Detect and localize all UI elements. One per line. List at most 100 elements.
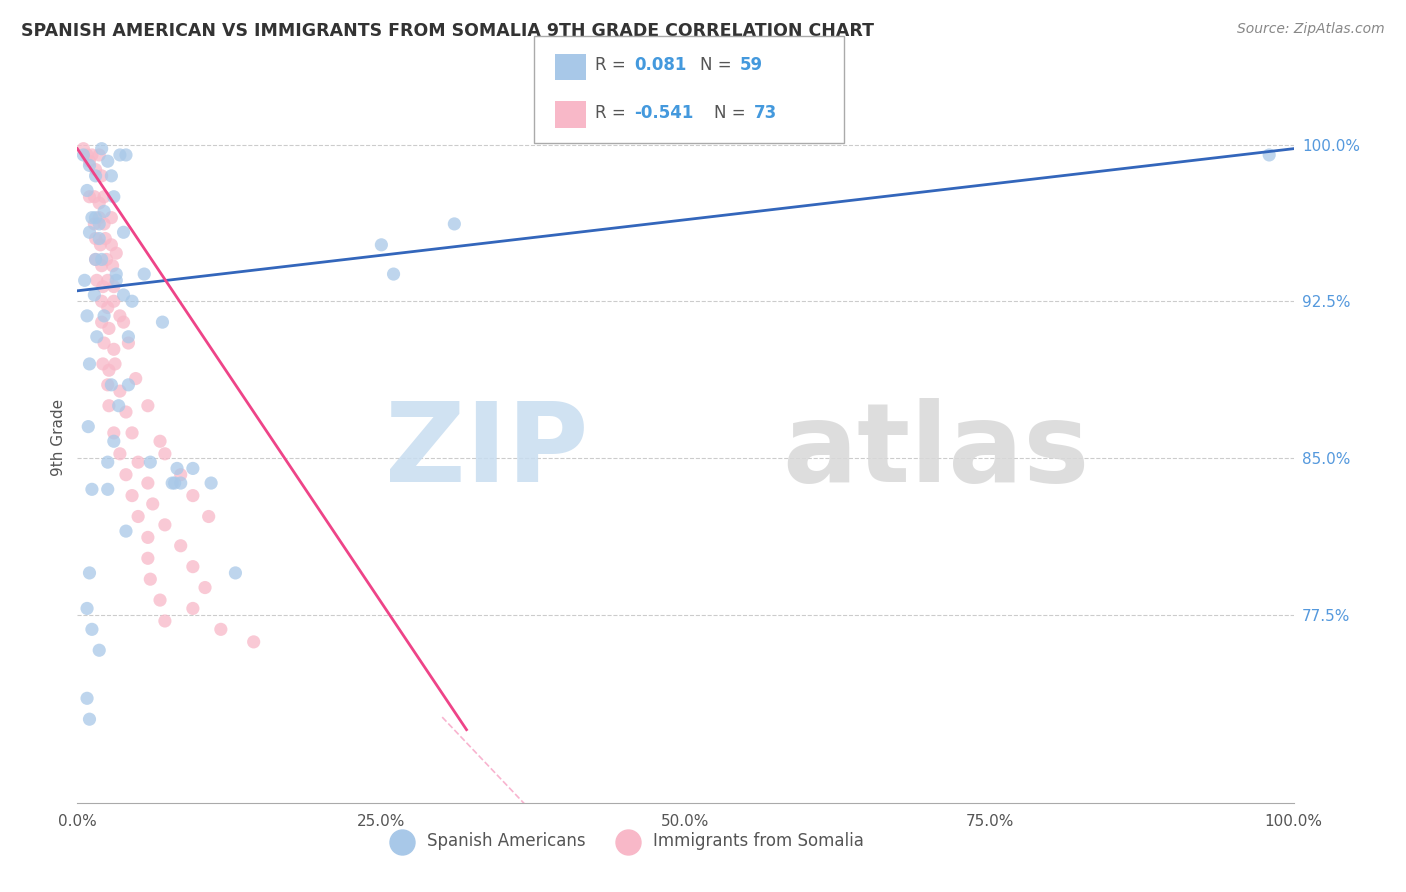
Point — [127, 455, 149, 469]
Text: 0.081: 0.081 — [634, 56, 686, 74]
Point — [108, 148, 131, 162]
Point — [166, 461, 188, 475]
Text: R =: R = — [595, 104, 631, 122]
Text: 73: 73 — [754, 104, 778, 122]
Point — [84, 252, 107, 267]
Point — [93, 309, 115, 323]
Point — [197, 509, 219, 524]
Point — [79, 566, 101, 580]
Point — [115, 467, 138, 482]
Point — [93, 336, 115, 351]
Text: ZIP: ZIP — [385, 398, 588, 505]
Point — [194, 581, 217, 595]
Point — [90, 259, 112, 273]
Point — [94, 231, 117, 245]
Point — [76, 601, 98, 615]
Point — [170, 539, 193, 553]
Point — [89, 196, 111, 211]
Point — [242, 635, 264, 649]
Point — [73, 273, 96, 287]
Point — [209, 623, 232, 637]
Point — [97, 154, 120, 169]
Point — [136, 399, 159, 413]
Point — [97, 483, 120, 497]
Point — [91, 357, 114, 371]
Point — [115, 524, 138, 538]
Point — [97, 455, 120, 469]
Point — [79, 158, 101, 172]
Point — [105, 273, 128, 287]
Point — [139, 455, 162, 469]
Point — [117, 377, 139, 392]
Text: SPANISH AMERICAN VS IMMIGRANTS FROM SOMALIA 9TH GRADE CORRELATION CHART: SPANISH AMERICAN VS IMMIGRANTS FROM SOMA… — [21, 22, 875, 40]
Point — [93, 204, 115, 219]
Point — [89, 217, 111, 231]
Point — [200, 476, 222, 491]
Point — [108, 447, 131, 461]
Point — [153, 447, 176, 461]
Point — [93, 217, 115, 231]
Point — [121, 489, 143, 503]
Point — [91, 279, 114, 293]
Point — [86, 273, 108, 287]
Point — [107, 399, 129, 413]
Point — [97, 363, 120, 377]
Point — [80, 623, 103, 637]
Point — [90, 252, 112, 267]
Point — [100, 237, 122, 252]
Point — [127, 509, 149, 524]
Point — [89, 231, 111, 245]
Text: -0.541: -0.541 — [634, 104, 693, 122]
Point — [125, 371, 148, 385]
Point — [224, 566, 246, 580]
Point — [117, 330, 139, 344]
Text: Source: ZipAtlas.com: Source: ZipAtlas.com — [1237, 22, 1385, 37]
Point — [83, 217, 105, 231]
Point — [80, 483, 103, 497]
Point — [72, 148, 94, 162]
Point — [79, 712, 101, 726]
Point — [115, 405, 138, 419]
Point — [153, 614, 176, 628]
Point — [79, 190, 101, 204]
Point — [108, 384, 131, 398]
Point — [76, 309, 98, 323]
Point — [84, 169, 107, 183]
Point — [149, 434, 172, 449]
Point — [160, 476, 183, 491]
Point — [104, 357, 127, 371]
Text: 59: 59 — [740, 56, 762, 74]
Point — [112, 288, 135, 302]
Point — [84, 162, 107, 177]
Point — [108, 309, 131, 323]
Y-axis label: 9th Grade: 9th Grade — [51, 399, 66, 475]
Point — [134, 267, 156, 281]
Point — [105, 246, 128, 260]
Point — [83, 288, 105, 302]
Point — [163, 476, 186, 491]
Text: atlas: atlas — [783, 398, 1090, 505]
Point — [136, 530, 159, 544]
Point — [97, 273, 120, 287]
Point — [170, 467, 193, 482]
Point — [80, 211, 103, 225]
Text: N =: N = — [700, 56, 737, 74]
Point — [112, 315, 135, 329]
Point — [80, 148, 103, 162]
Point — [115, 148, 138, 162]
Point — [84, 252, 107, 267]
Point — [181, 601, 204, 615]
Point — [76, 184, 98, 198]
Legend: Spanish Americans, Immigrants from Somalia: Spanish Americans, Immigrants from Somal… — [380, 825, 870, 856]
Point — [79, 357, 101, 371]
Point — [181, 489, 204, 503]
Point — [76, 148, 98, 162]
Point — [72, 142, 94, 156]
Point — [97, 399, 120, 413]
Point — [79, 225, 101, 239]
Point — [181, 559, 204, 574]
Point — [89, 237, 111, 252]
Point — [136, 476, 159, 491]
Point — [121, 294, 143, 309]
Point — [103, 343, 125, 357]
